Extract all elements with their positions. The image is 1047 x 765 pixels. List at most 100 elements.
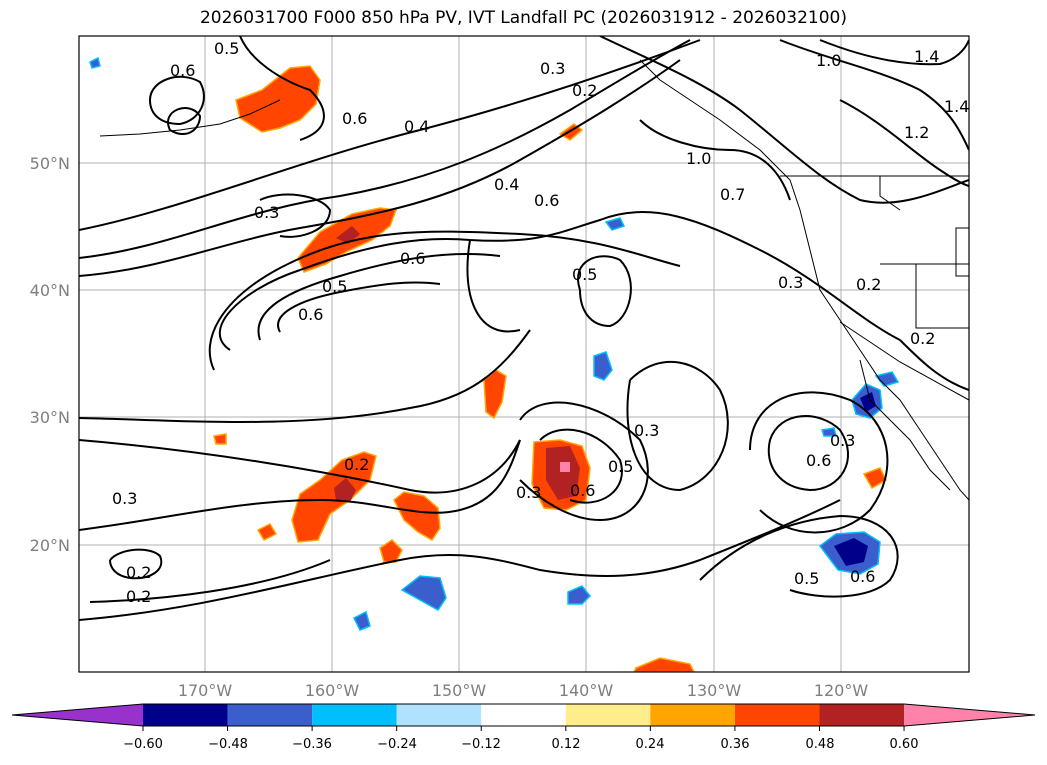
contour-line: [79, 39, 691, 259]
contour-label: 1.4: [914, 47, 939, 66]
contour-label: 0.6: [170, 61, 195, 80]
pv-blob: [379, 539, 403, 563]
pv-blob: [862, 467, 887, 490]
colorbar-segment: [312, 704, 397, 726]
contour-line: [89, 559, 331, 603]
contour-line: [79, 329, 531, 423]
pv-blob: [567, 585, 592, 605]
contour-label: 0.2: [344, 455, 369, 474]
contour-label: 0.6: [298, 305, 323, 324]
lon-label: 120°W: [814, 681, 869, 700]
contour-line: [79, 499, 841, 621]
lon-label: 160°W: [305, 681, 360, 700]
pv-blob: [860, 392, 876, 412]
contour-label: 0.3: [634, 421, 659, 440]
pv-blob: [546, 446, 580, 500]
pv-blob: [291, 451, 377, 543]
contour-label: 1.0: [686, 149, 711, 168]
contour-line: [626, 361, 729, 492]
pv-blob: [560, 462, 570, 472]
contour-label: 0.2: [572, 81, 597, 100]
lat-label: 30°N: [30, 408, 70, 427]
lon-label: 150°W: [432, 681, 487, 700]
colorbar-ticks: −0.60 −0.48 −0.36 −0.24 −0.12 0.12 0.24 …: [123, 737, 918, 752]
colorbar-segment: [227, 704, 313, 726]
coastline: [99, 99, 281, 137]
contour-label: 0.6: [850, 567, 875, 586]
contour-label: 0.6: [342, 109, 367, 128]
contour-label: 0.6: [534, 191, 559, 210]
contour-line: [149, 75, 205, 126]
colorbar-segment: [819, 704, 905, 726]
contour-label: 0.5: [214, 39, 239, 58]
contour-line: [79, 59, 681, 277]
contour-line: [259, 193, 332, 238]
coastline: [839, 321, 969, 401]
contour-label: 0.5: [572, 265, 597, 284]
colorbar-segment: [143, 704, 228, 726]
colorbar-segment: [734, 704, 820, 726]
colorbar: [11, 703, 1036, 731]
map-border: [78, 35, 970, 673]
contour-line: [699, 514, 899, 598]
colorbar-tick-label: −0.48: [208, 737, 248, 752]
contour-label: 0.6: [400, 249, 425, 268]
contour-line: [749, 391, 889, 534]
colorbar-tick-label: 0.24: [636, 737, 665, 752]
contour-line: [599, 36, 969, 204]
map-title: 2026031700 F000 850 hPa PV, IVT Landfall…: [199, 8, 847, 28]
contour-line: [208, 230, 681, 371]
coastline: [955, 227, 969, 277]
lon-label: 140°W: [559, 681, 614, 700]
contour-label: 0.2: [910, 329, 935, 348]
contour-line: [779, 39, 969, 151]
pv-blob: [213, 433, 227, 445]
colorbar-tick-label: 0.36: [721, 737, 750, 752]
pv-blob: [256, 523, 278, 541]
contour-label: 0.3: [540, 59, 565, 78]
colorbar-tick-label: 0.12: [552, 737, 581, 752]
contour-line: [167, 107, 202, 135]
pv-negative-areas: [89, 56, 900, 631]
colorbar-tick-label: 0.48: [806, 737, 835, 752]
contour-label: 0.3: [830, 431, 855, 450]
colorbar-segment: [650, 704, 735, 726]
contour-line: [819, 39, 969, 66]
contour-label: 0.3: [112, 489, 137, 508]
pv-blob: [633, 657, 695, 672]
pv-blob: [393, 491, 441, 541]
contour-line: [839, 99, 969, 187]
contour-line: [79, 439, 521, 531]
colorbar-tick-label: −0.12: [461, 737, 501, 752]
contour-line: [79, 39, 701, 231]
pv-blob: [352, 610, 371, 631]
contour-label: 0.2: [856, 275, 881, 294]
lat-label: 40°N: [30, 281, 70, 300]
contour-label: 1.2: [904, 123, 929, 142]
contour-labels: 0.5 0.6 0.3 0.2 0.6 0.4 0.4 0.6 1.0 1.0 …: [112, 39, 969, 606]
ivt-contours: [79, 36, 969, 621]
contour-line: [767, 415, 850, 492]
pv-blob: [874, 371, 900, 387]
colorbar-segment: [481, 704, 566, 726]
pv-blob: [821, 427, 837, 437]
contour-line: [257, 253, 501, 341]
coastlines: [99, 59, 969, 501]
pv-blob: [89, 56, 101, 69]
contour-label: 1.0: [816, 51, 841, 70]
contour-line: [519, 401, 649, 522]
contour-label: 0.3: [778, 273, 803, 292]
contour-label: 0.4: [404, 117, 429, 136]
pv-positive-areas: [213, 65, 887, 672]
contour-label: 0.3: [516, 483, 541, 502]
contour-label: 0.2: [126, 587, 151, 606]
contour-line: [239, 36, 325, 141]
contour-line: [466, 239, 521, 333]
contour-line: [639, 119, 791, 201]
coastline: [859, 359, 951, 491]
contour-label: 0.4: [494, 175, 519, 194]
pv-blob: [400, 575, 447, 611]
lat-label: 20°N: [30, 536, 70, 555]
colorbar-tick-label: 0.60: [890, 737, 919, 752]
